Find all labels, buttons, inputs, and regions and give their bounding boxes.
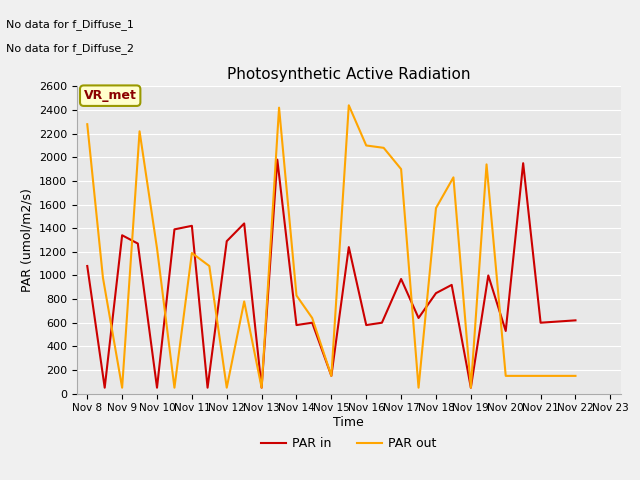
PAR out bbox=[171, 385, 179, 391]
PAR in bbox=[448, 282, 456, 288]
Text: No data for f_Diffuse_1: No data for f_Diffuse_1 bbox=[6, 19, 134, 30]
PAR in bbox=[258, 385, 266, 391]
Legend: PAR in, PAR out: PAR in, PAR out bbox=[256, 432, 442, 455]
PAR in bbox=[153, 385, 161, 391]
PAR out bbox=[467, 385, 475, 391]
PAR in bbox=[204, 385, 211, 391]
PAR in bbox=[328, 373, 335, 379]
PAR out bbox=[502, 373, 509, 379]
PAR out bbox=[380, 145, 387, 151]
PAR out bbox=[432, 205, 440, 211]
PAR in bbox=[101, 385, 109, 391]
PAR out bbox=[223, 385, 230, 391]
PAR in bbox=[273, 157, 281, 163]
PAR in bbox=[397, 276, 405, 282]
PAR out bbox=[275, 105, 283, 110]
PAR in bbox=[241, 221, 248, 227]
PAR out bbox=[136, 129, 143, 134]
PAR out bbox=[362, 143, 370, 148]
PAR out bbox=[572, 373, 579, 379]
PAR out bbox=[328, 373, 335, 379]
PAR in bbox=[502, 328, 509, 334]
PAR in bbox=[134, 240, 141, 246]
PAR in bbox=[537, 320, 545, 325]
PAR out bbox=[345, 102, 353, 108]
PAR out bbox=[241, 299, 248, 304]
Line: PAR out: PAR out bbox=[87, 105, 575, 388]
PAR out bbox=[99, 275, 107, 281]
PAR out bbox=[118, 385, 126, 391]
PAR in bbox=[519, 160, 527, 166]
PAR in bbox=[83, 263, 91, 269]
PAR in bbox=[432, 290, 440, 296]
PAR out bbox=[153, 245, 161, 251]
PAR in bbox=[171, 227, 179, 232]
Text: No data for f_Diffuse_2: No data for f_Diffuse_2 bbox=[6, 43, 134, 54]
PAR out bbox=[415, 385, 422, 391]
PAR in bbox=[415, 315, 422, 321]
PAR in bbox=[378, 320, 386, 325]
PAR in bbox=[223, 238, 230, 244]
PAR in bbox=[362, 322, 370, 328]
PAR out bbox=[397, 166, 405, 172]
PAR out bbox=[292, 293, 300, 299]
PAR in bbox=[467, 385, 475, 391]
PAR out bbox=[308, 315, 316, 321]
PAR out bbox=[537, 373, 545, 379]
Y-axis label: PAR (umol/m2/s): PAR (umol/m2/s) bbox=[20, 188, 33, 292]
PAR in bbox=[572, 317, 579, 323]
PAR out bbox=[449, 175, 457, 180]
PAR in bbox=[345, 244, 353, 250]
PAR in bbox=[118, 232, 126, 238]
PAR in bbox=[484, 273, 492, 278]
PAR out bbox=[258, 385, 266, 391]
PAR in bbox=[292, 322, 300, 328]
Title: Photosynthetic Active Radiation: Photosynthetic Active Radiation bbox=[227, 68, 470, 83]
PAR in bbox=[188, 223, 196, 228]
PAR out bbox=[205, 263, 213, 269]
PAR out bbox=[188, 250, 196, 256]
X-axis label: Time: Time bbox=[333, 416, 364, 429]
PAR out bbox=[83, 121, 91, 127]
PAR out bbox=[483, 161, 490, 167]
Text: VR_met: VR_met bbox=[84, 89, 136, 102]
Line: PAR in: PAR in bbox=[87, 160, 575, 388]
PAR in bbox=[308, 320, 316, 325]
